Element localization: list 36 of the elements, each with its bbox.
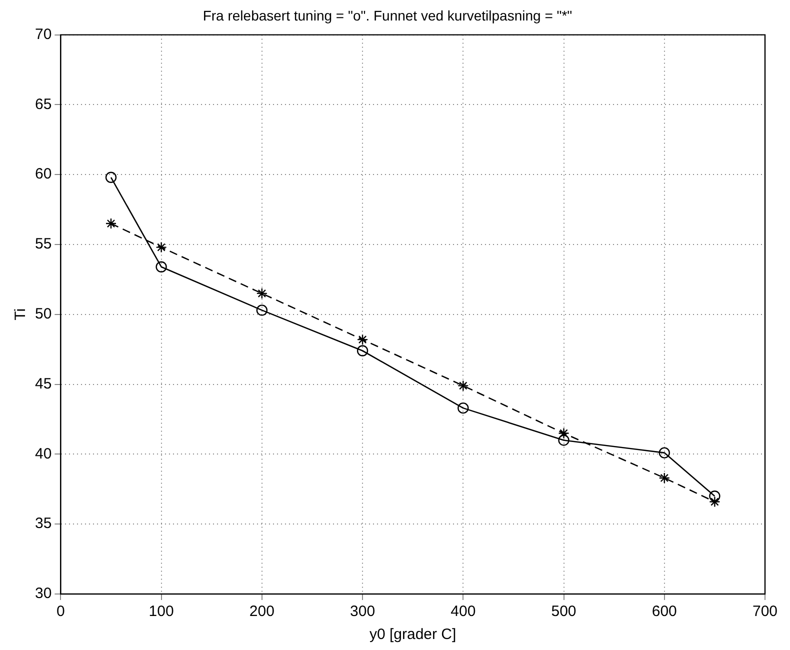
point bbox=[105, 218, 117, 230]
x-tick-label: 500 bbox=[551, 603, 576, 620]
x-axis-title: y0 [grader C] bbox=[369, 626, 456, 644]
point bbox=[156, 242, 167, 253]
y-tick-label: 50 bbox=[34, 306, 52, 323]
y-tick-label: 30 bbox=[34, 585, 52, 602]
x-tick-label: 300 bbox=[350, 603, 376, 620]
point bbox=[458, 402, 469, 414]
y-tick-label: 65 bbox=[34, 96, 52, 113]
y-tick-label: 40 bbox=[34, 445, 52, 462]
y-axis-title: Ti bbox=[12, 308, 30, 320]
point bbox=[458, 380, 469, 392]
point bbox=[256, 288, 268, 300]
point bbox=[558, 428, 570, 439]
x-tick-label: 400 bbox=[450, 603, 476, 620]
point bbox=[658, 472, 670, 484]
x-tick-label: 700 bbox=[752, 603, 778, 620]
y-tick-label: 55 bbox=[34, 236, 52, 253]
point bbox=[709, 496, 720, 508]
point bbox=[256, 304, 268, 316]
y-tick-label: 45 bbox=[34, 375, 52, 392]
point bbox=[356, 345, 368, 356]
point bbox=[558, 434, 570, 446]
y-tick-label: 60 bbox=[34, 166, 52, 183]
x-tick-label: 0 bbox=[56, 603, 65, 620]
x-tick-label: 600 bbox=[652, 603, 677, 620]
point bbox=[709, 490, 720, 502]
x-tick-label: 200 bbox=[249, 603, 274, 620]
point bbox=[156, 261, 167, 272]
chart-title: Fra relebasert tuning = "o". Funnet ved kurvetilpasning = "*" bbox=[202, 7, 572, 24]
point bbox=[658, 447, 670, 458]
point bbox=[356, 334, 368, 346]
y-tick-label: 70 bbox=[34, 26, 52, 43]
x-tick-label: 100 bbox=[148, 603, 174, 620]
y-tick-label: 35 bbox=[34, 515, 52, 532]
point bbox=[105, 172, 117, 183]
